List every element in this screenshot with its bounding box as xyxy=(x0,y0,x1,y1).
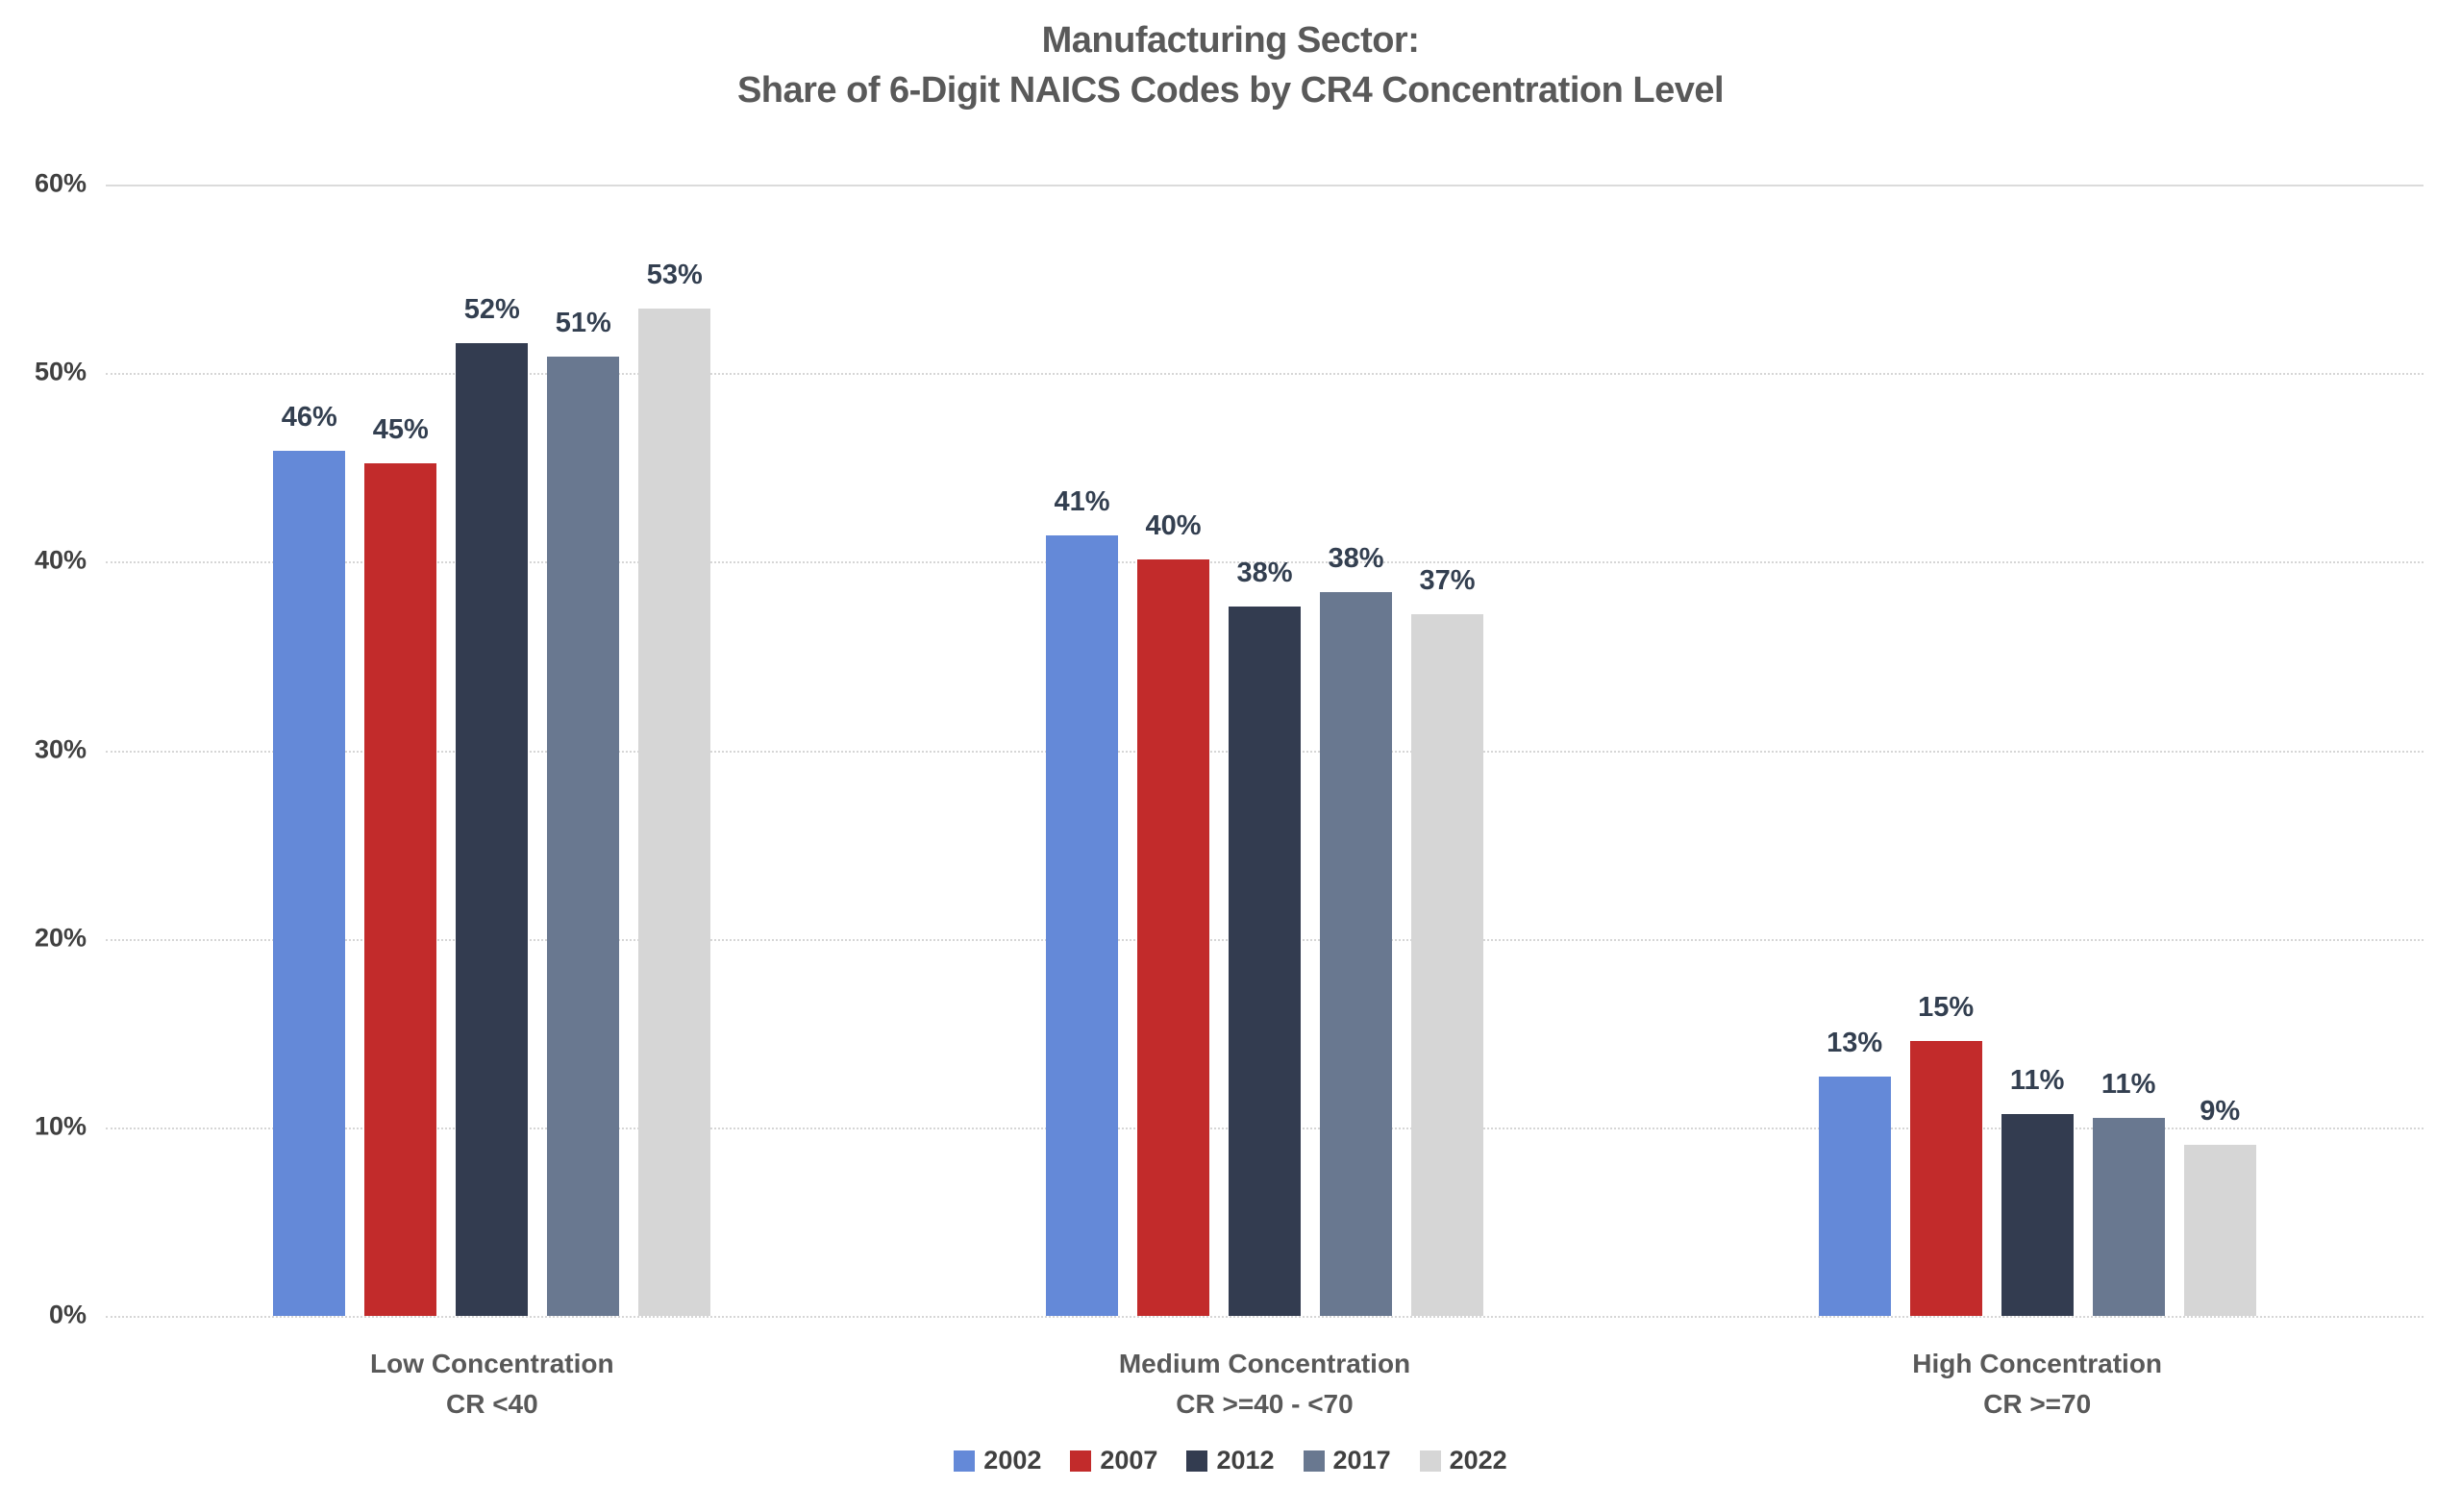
category-label-line1: Medium Concentration xyxy=(1118,1349,1411,1378)
bar-value-label: 41% xyxy=(1054,485,1110,517)
y-axis-tick: 50% xyxy=(34,357,87,386)
legend-swatch-icon xyxy=(954,1450,976,1472)
bar-value-label: 38% xyxy=(1236,558,1293,589)
bar-value-label: 15% xyxy=(1918,991,1975,1023)
legend-label: 2007 xyxy=(1100,1446,1158,1475)
legend-label: 2022 xyxy=(1449,1446,1507,1475)
gridline-0pct xyxy=(106,1316,2424,1318)
category-label-line1: High Concentration xyxy=(1912,1349,2163,1378)
legend-swatch-icon xyxy=(1070,1450,1092,1472)
chart-title: Manufacturing Sector: Share of 6-Digit N… xyxy=(0,15,2461,115)
y-axis-tick: 40% xyxy=(34,545,87,575)
bar-value-label: 11% xyxy=(2101,1069,2156,1101)
bar-value-label: 40% xyxy=(1145,510,1202,542)
bar-2002-2: 41% xyxy=(1045,486,1118,1316)
bar-2022-1: 53% xyxy=(638,260,711,1316)
bar-group-3: 13% 15% 11% 11% 9% xyxy=(1651,185,2424,1316)
x-axis-labels: Low Concentration CR <40 Medium Concentrat… xyxy=(106,1344,2424,1430)
bar-value-label: 53% xyxy=(646,260,703,291)
bar-2017-1: 51% xyxy=(547,308,620,1316)
gridline-50pct xyxy=(106,373,2424,376)
category-label-line2: CR <40 xyxy=(445,1389,538,1419)
category-label-2: Medium Concentration CR >=40 - <70 xyxy=(879,1344,1652,1425)
legend-label: 2012 xyxy=(1216,1446,1275,1475)
bar-2012-1: 52% xyxy=(456,294,529,1316)
y-axis-tick: 30% xyxy=(34,733,87,763)
legend-entry-2007: 2007 xyxy=(1070,1446,1157,1475)
bar-2002-3: 13% xyxy=(1818,1028,1891,1316)
plot-area: 60% 50% 40% 30% 20% 10% 0% 46% 45% 52% 51% 53% 41% 40… xyxy=(35,168,2424,1328)
bar-value-label: 52% xyxy=(463,293,520,325)
bar-value-label: 11% xyxy=(2009,1065,2065,1097)
gridline-40pct xyxy=(106,561,2424,564)
bar-group-1: 46% 45% 52% 51% 53% xyxy=(106,185,879,1316)
legend-swatch-icon xyxy=(1419,1450,1441,1472)
bar-2007-2: 40% xyxy=(1136,510,1209,1316)
bar-value-label: 46% xyxy=(281,401,337,433)
bar-value-label: 38% xyxy=(1328,542,1384,574)
bar-value-label: 13% xyxy=(1827,1027,1883,1058)
y-axis-tick: 60% xyxy=(34,168,87,198)
bar-2022-3: 9% xyxy=(2183,1096,2256,1316)
legend-entry-2002: 2002 xyxy=(954,1446,1041,1475)
y-axis-tick: 20% xyxy=(34,922,87,952)
category-label-line2: CR >=40 - <70 xyxy=(1176,1389,1354,1419)
bar-value-label: 37% xyxy=(1419,565,1476,597)
bar-2017-3: 11% xyxy=(2092,1069,2165,1316)
legend-label: 2017 xyxy=(1332,1446,1391,1475)
bar-value-label: 51% xyxy=(555,307,611,338)
gridline-60pct xyxy=(106,185,2424,186)
category-label-line1: Low Concentration xyxy=(370,1349,614,1378)
legend-entry-2022: 2022 xyxy=(1419,1446,1507,1475)
bar-2012-3: 11% xyxy=(2001,1065,2074,1316)
legend-swatch-icon xyxy=(1186,1450,1208,1472)
y-axis-tick: 0% xyxy=(48,1300,87,1329)
legend: 2002 2007 2012 2017 2022 xyxy=(0,1446,2461,1475)
category-label-line2: CR >=70 xyxy=(1983,1389,2092,1419)
bar-value-label: 9% xyxy=(2200,1095,2241,1127)
y-axis-tick: 10% xyxy=(34,1111,87,1141)
bar-group-2: 41% 40% 38% 38% 37% xyxy=(879,185,1652,1316)
bar-2002-1: 46% xyxy=(273,402,346,1316)
category-label-1: Low Concentration CR <40 xyxy=(106,1344,879,1425)
chart-title-line2: Share of 6-Digit NAICS Codes by CR4 Conc… xyxy=(736,70,1725,111)
bar-2022-2: 37% xyxy=(1410,565,1483,1316)
legend-entry-2017: 2017 xyxy=(1303,1446,1391,1475)
bar-2007-1: 45% xyxy=(364,414,437,1316)
legend-entry-2012: 2012 xyxy=(1186,1446,1275,1475)
category-label-3: High Concentration CR >=70 xyxy=(1651,1344,2424,1425)
bar-2007-3: 15% xyxy=(1909,992,1982,1316)
legend-label: 2002 xyxy=(983,1446,1042,1475)
bar-value-label: 45% xyxy=(372,414,429,446)
chart-title-line1: Manufacturing Sector: xyxy=(1041,20,1420,61)
bar-2012-2: 38% xyxy=(1228,558,1301,1316)
bar-2017-2: 38% xyxy=(1319,543,1392,1316)
legend-swatch-icon xyxy=(1303,1450,1325,1472)
